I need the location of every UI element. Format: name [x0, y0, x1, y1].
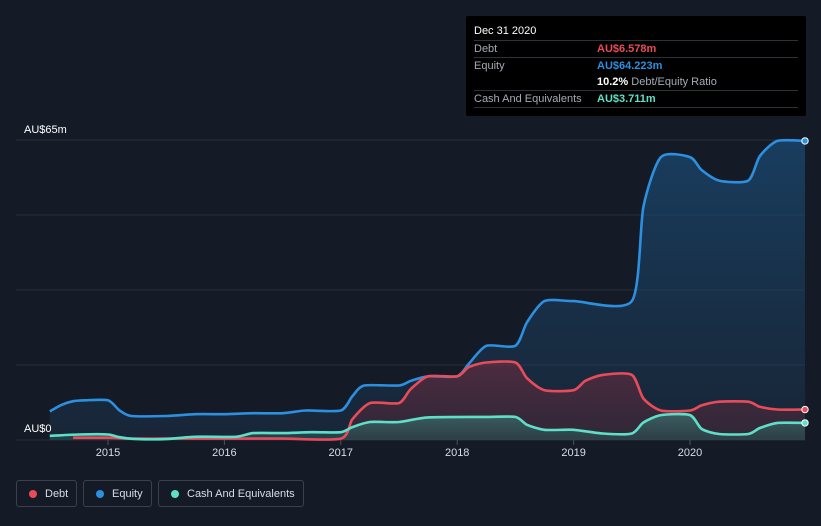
legend-label: Cash And Equivalents	[187, 488, 295, 500]
tooltip-row-debt: Debt AU$6.578m	[466, 41, 798, 57]
area-cash-and-equivalents	[49, 414, 806, 440]
tooltip-divider	[474, 107, 798, 108]
line-debt	[73, 360, 806, 441]
tooltip-equity-label: Equity	[474, 60, 505, 72]
tooltip-cash-label: Cash And Equivalents	[474, 93, 582, 105]
tooltip-ratio-value: 10.2%	[597, 76, 629, 88]
area-debt	[73, 361, 805, 440]
x-tick-label: 2016	[212, 447, 236, 459]
tooltip-debt-label: Debt	[474, 43, 498, 55]
tooltip-row-equity: Equity AU$64.223m	[466, 58, 798, 74]
tooltip-debt-value: AU$6.578m	[597, 43, 657, 55]
tooltip-row-cash: Cash And Equivalents AU$3.711m	[466, 91, 798, 107]
x-axis-labels: 2015 2016 2017 2018 2019 2020	[96, 440, 702, 459]
end-marker-cash-and-equivalents	[801, 419, 809, 427]
end-marker-equity	[801, 137, 809, 145]
legend-dot-icon	[29, 490, 37, 498]
series-areas	[49, 140, 806, 440]
y-tick-label: AU$65m	[24, 124, 67, 136]
legend-dot-icon	[96, 490, 104, 498]
legend-item-debt[interactable]: Debt	[16, 480, 77, 507]
x-tick-label: 2020	[678, 447, 702, 459]
x-tick-label: 2017	[329, 447, 353, 459]
legend-dot-icon	[171, 490, 179, 498]
line-equity	[49, 138, 806, 418]
legend-item-cash[interactable]: Cash And Equivalents	[158, 480, 304, 507]
legend-label: Equity	[112, 488, 143, 500]
tooltip-ratio-label: Debt/Equity Ratio	[631, 76, 717, 88]
tooltip-row-ratio: 10.2% Debt/Equity Ratio	[466, 74, 798, 90]
tooltip-divider	[474, 40, 798, 41]
tooltip-divider	[474, 90, 798, 91]
tooltip-date: Dec 31 2020	[474, 25, 537, 37]
legend-label: Debt	[45, 488, 69, 500]
data-tooltip: Dec 31 2020 Debt AU$6.578m Equity AU$64.…	[466, 16, 806, 116]
y-tick-label: AU$0	[24, 423, 52, 435]
x-tick-label: 2019	[561, 447, 585, 459]
tooltip-cash-value: AU$3.711m	[597, 93, 656, 105]
tooltip-equity-value: AU$64.223m	[597, 60, 663, 72]
legend-item-equity[interactable]: Equity	[83, 480, 152, 507]
area-equity	[49, 140, 806, 440]
line-cash-and-equivalents	[49, 412, 806, 441]
end-marker-debt	[801, 405, 809, 414]
series-end-markers	[801, 137, 809, 427]
x-tick-label: 2015	[96, 447, 120, 459]
series-lines	[49, 138, 806, 441]
x-tick-label: 2018	[445, 447, 469, 459]
y-axis-labels: AU$65m AU$0	[24, 124, 67, 435]
tooltip-divider	[474, 57, 798, 58]
tooltip-ratio: 10.2% Debt/Equity Ratio	[597, 76, 717, 88]
